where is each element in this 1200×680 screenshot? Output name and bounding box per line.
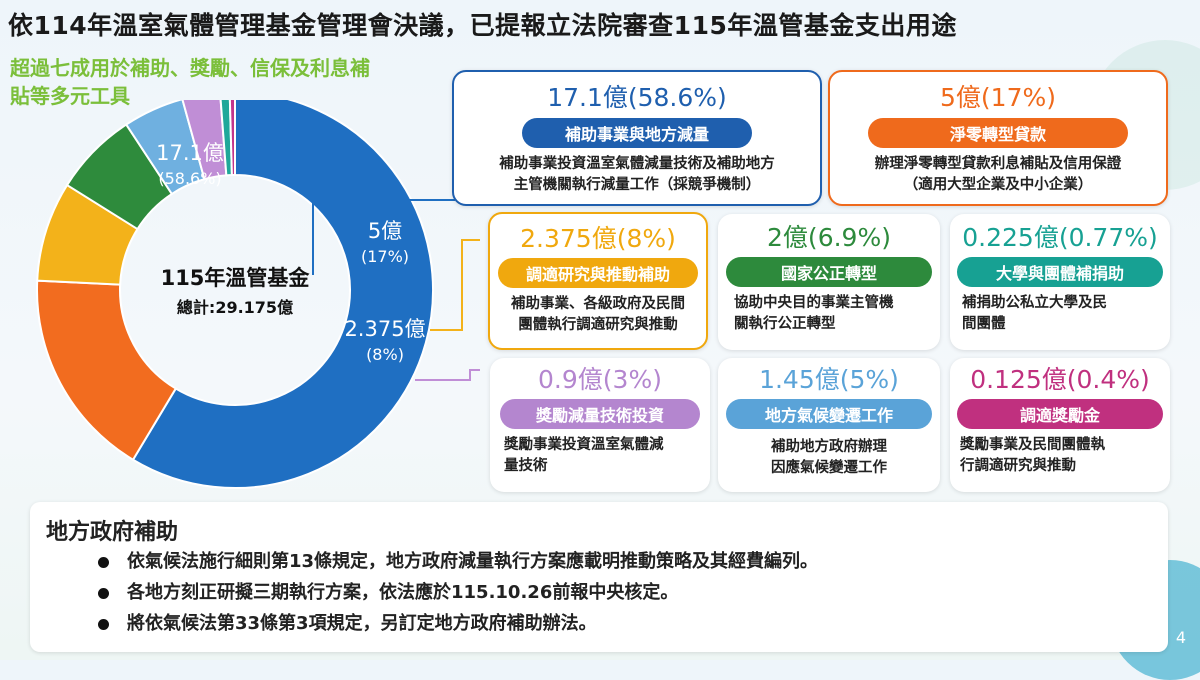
card-amount: 17.1億(58.6%) — [547, 83, 727, 112]
list-item: 依氣候法施行細則第13條規定，地方政府減量執行方案應載明推動策略及其經費編列。 — [98, 546, 818, 577]
card-desc: 協助中央目的事業主管機 關執行公正轉型 — [718, 293, 940, 335]
bullet-list: 依氣候法施行細則第13條規定，地方政府減量執行方案應載明推動策略及其經費編列。 … — [98, 546, 818, 639]
card-amount: 0.9億(3%) — [538, 365, 662, 394]
card-desc-line: 補助地方政府辦理 — [771, 439, 887, 455]
card-reduction-tech-reward: 0.9億(3%) 獎勵減量技術投資 獎勵事業投資溫室氣體減 量技術 — [490, 358, 710, 492]
slice-label-2: 5億 (17%) — [345, 218, 425, 270]
donut-slice-1 — [131, 100, 434, 489]
card-desc: 獎勵事業投資溫室氣體減 量技術 — [490, 435, 710, 477]
donut-center-total: 總計:29.175億 — [176, 298, 294, 317]
page-title: 依114年溫室氣體管理基金管理會決議，已提報立法院審查115年溫管基金支出用途 — [8, 11, 957, 40]
card-subsidy-reduction: 17.1億(58.6%) 補助事業與地方減量 補助事業投資溫室氣體減量技術及補助… — [452, 70, 822, 206]
card-amount: 2億(6.9%) — [767, 223, 891, 252]
card-desc-line: 獎勵事業投資溫室氣體減 — [504, 437, 664, 453]
card-desc: 獎勵事業及民間團體執 行調適研究與推動 — [950, 435, 1170, 477]
list-item: 各地方刻正研擬三期執行方案，依法應於115.10.26前報中央核定。 — [98, 577, 818, 608]
card-pill: 調適研究與推動補助 — [498, 258, 698, 288]
slice-label-value: 2.375億 — [344, 317, 426, 341]
donut-slice-8 — [228, 100, 236, 177]
card-university-grants: 0.225億(0.77%) 大學與團體補捐助 補捐助公私立大學及民 間團體 — [950, 214, 1170, 350]
bullet-icon — [98, 556, 109, 568]
slice-label-percent: (58.6%) — [158, 169, 222, 188]
card-desc-line: 關執行公正轉型 — [734, 316, 836, 332]
list-item-text: 各地方刻正研擬三期執行方案，依法應於115.10.26前報中央核定。 — [127, 582, 679, 603]
card-pill: 地方氣候變遷工作 — [726, 399, 932, 429]
card-desc-line: 協助中央目的事業主管機 — [734, 295, 894, 311]
card-net-zero-loan: 5億(17%) 淨零轉型貸款 辦理淨零轉型貸款利息補貼及信用保證 （適用大型企業… — [828, 70, 1168, 206]
card-amount: 2.375億(8%) — [520, 224, 676, 253]
card-desc-line: 團體執行調適研究與推動 — [518, 317, 678, 333]
card-desc: 補助事業投資溫室氣體減量技術及補助地方 主管機關執行減量工作（採競爭機制） — [454, 154, 820, 196]
donut-slice-2 — [36, 279, 178, 462]
card-desc-line: 量技術 — [504, 458, 548, 474]
donut-chart — [36, 100, 480, 489]
bullet-icon — [98, 587, 109, 599]
card-adaptation-research: 2.375億(8%) 調適研究與推動補助 補助事業、各級政府及民間 團體執行調適… — [488, 212, 708, 350]
card-amount: 0.125億(0.4%) — [970, 365, 1150, 394]
local-government-subsidy-panel: 地方政府補助 依氣候法施行細則第13條規定，地方政府減量執行方案應載明推動策略及… — [30, 502, 1168, 652]
card-desc: 補助地方政府辦理 因應氣候變遷工作 — [718, 437, 940, 479]
leader-line — [415, 369, 480, 381]
card-desc-line: 補捐助公私立大學及民 — [962, 295, 1107, 311]
panel-heading: 地方政府補助 — [46, 520, 179, 545]
card-pill: 國家公正轉型 — [726, 257, 932, 287]
card-adaptation-reward: 0.125億(0.4%) 調適獎勵金 獎勵事業及民間團體執 行調適研究與推動 — [950, 358, 1170, 492]
slice-label-1: 17.1億 (58.6%) — [135, 140, 245, 192]
card-local-climate-work: 1.45億(5%) 地方氣候變遷工作 補助地方政府辦理 因應氣候變遷工作 — [718, 358, 940, 492]
card-just-transition: 2億(6.9%) 國家公正轉型 協助中央目的事業主管機 關執行公正轉型 — [718, 214, 940, 350]
card-desc-line: （適用大型企業及中小企業） — [903, 177, 1093, 193]
card-pill: 調適獎勵金 — [957, 399, 1163, 429]
card-amount: 0.225億(0.77%) — [962, 223, 1158, 252]
bullet-icon — [98, 618, 109, 630]
page-number: 4 — [1175, 628, 1186, 647]
card-pill: 淨零轉型貸款 — [868, 118, 1128, 148]
card-pill: 補助事業與地方減量 — [522, 118, 752, 148]
card-desc-line: 獎勵事業及民間團體執 — [960, 437, 1105, 453]
list-item: 將依氣候法第33條第3項規定，另訂定地方政府補助辦法。 — [98, 608, 818, 639]
card-desc-line: 補助事業投資溫室氣體減量技術及補助地方 — [499, 156, 775, 172]
slice-label-value: 17.1億 — [156, 141, 224, 165]
card-pill: 獎勵減量技術投資 — [500, 399, 700, 429]
card-desc-line: 間團體 — [962, 316, 1006, 332]
card-pill: 大學與團體補捐助 — [957, 257, 1163, 287]
leader-line — [430, 239, 480, 331]
donut-center-title: 115年溫管基金 — [160, 266, 310, 290]
slice-label-3: 2.375億 (8%) — [337, 316, 433, 368]
card-desc-line: 因應氣候變遷工作 — [771, 460, 887, 476]
card-desc-line: 辦理淨零轉型貸款利息補貼及信用保證 — [874, 156, 1122, 172]
card-amount: 1.45億(5%) — [759, 365, 899, 394]
list-item-text: 將依氣候法第33條第3項規定，另訂定地方政府補助辦法。 — [127, 613, 597, 634]
page-subtitle: 超過七成用於補助、獎勵、信保及利息補貼等多元工具 — [10, 56, 370, 108]
slice-label-percent: (8%) — [366, 345, 404, 364]
card-desc: 辦理淨零轉型貸款利息補貼及信用保證 （適用大型企業及中小企業） — [830, 154, 1166, 196]
card-desc-line: 行調適研究與推動 — [960, 458, 1076, 474]
card-amount: 5億(17%) — [940, 83, 1056, 112]
card-desc-line: 主管機關執行減量工作（採競爭機制） — [513, 177, 761, 193]
list-item-text: 依氣候法施行細則第13條規定，地方政府減量執行方案應載明推動策略及其經費編列。 — [127, 551, 819, 572]
leader-line — [312, 199, 455, 275]
card-desc-line: 補助事業、各級政府及民間 — [511, 296, 685, 312]
slice-label-value: 5億 — [367, 219, 403, 243]
card-desc: 補助事業、各級政府及民間 團體執行調適研究與推動 — [490, 294, 706, 336]
card-desc: 補捐助公私立大學及民 間團體 — [950, 293, 1170, 335]
slice-label-percent: (17%) — [360, 247, 410, 266]
